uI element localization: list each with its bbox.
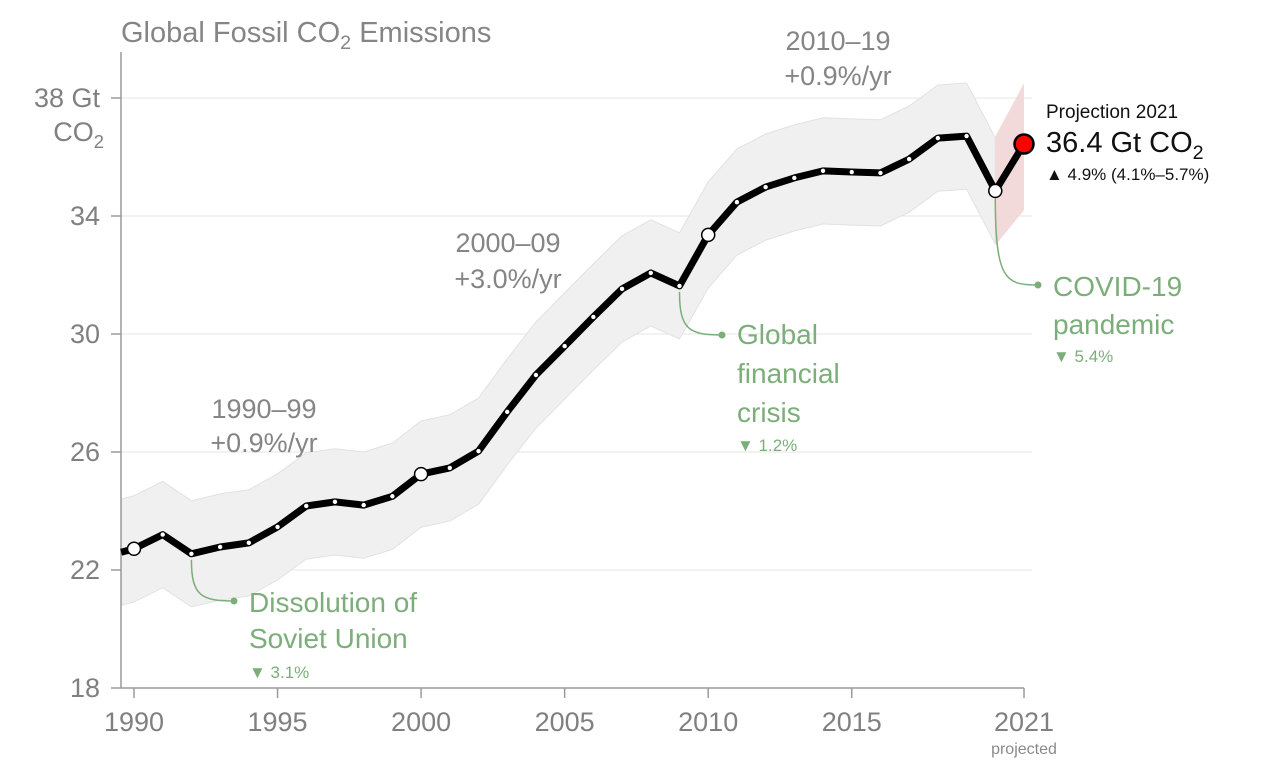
data-point-2013 bbox=[792, 175, 797, 181]
data-point-2001 bbox=[447, 465, 453, 471]
event-gfc-change: ▼ 1.2% bbox=[737, 436, 797, 455]
data-point-2014 bbox=[820, 168, 826, 174]
data-point-2017 bbox=[906, 156, 912, 162]
x-tick-label-1995: 1995 bbox=[248, 707, 308, 737]
event-soviet-line1: Dissolution of bbox=[249, 587, 417, 618]
data-point-2012 bbox=[763, 184, 768, 190]
y-tick-label-18: 18 bbox=[70, 673, 100, 703]
data-point-1995 bbox=[275, 524, 280, 530]
event-leaders bbox=[190, 196, 1042, 605]
data-point-1991 bbox=[160, 532, 165, 537]
event-leader-2 bbox=[678, 291, 723, 336]
period-1990s-rate: +0.9%/yr bbox=[210, 428, 317, 458]
event-gfc-line2: financial bbox=[737, 358, 840, 389]
event-covid-line2: pandemic bbox=[1053, 309, 1174, 340]
event-leader-1 bbox=[190, 559, 235, 602]
y-tick-label-22: 22 bbox=[70, 555, 100, 585]
x-tick-label-2010: 2010 bbox=[678, 707, 738, 737]
data-point-2015 bbox=[849, 169, 854, 175]
y-tick-label-30: 30 bbox=[70, 319, 100, 349]
data-point-2016 bbox=[878, 170, 883, 176]
historical-uncertainty-band bbox=[120, 82, 996, 608]
projection-change: ▲ 4.9% (4.1%–5.7%) bbox=[1046, 165, 1209, 184]
highlight-point-1990 bbox=[126, 541, 142, 557]
highlight-point-2010 bbox=[700, 227, 716, 243]
x-tick-label-2000: 2000 bbox=[391, 707, 451, 737]
data-point-2018 bbox=[935, 135, 941, 141]
period-2000s-label: 2000–09 bbox=[455, 228, 560, 258]
x-tick-label-1990: 1990 bbox=[104, 707, 164, 737]
uncertainty-bands bbox=[120, 82, 1024, 608]
data-point-2019 bbox=[964, 133, 969, 139]
projection-title: Projection 2021 bbox=[1046, 102, 1178, 123]
axes bbox=[120, 52, 1024, 689]
event-covid-change: ▼ 5.4% bbox=[1053, 347, 1113, 366]
x-tick-label-2005: 2005 bbox=[535, 707, 595, 737]
event-leader-dot-3 bbox=[1034, 281, 1042, 289]
period-2010s-label: 2010–19 bbox=[785, 26, 890, 56]
data-point-2005 bbox=[562, 343, 567, 349]
data-point-1993 bbox=[217, 544, 223, 550]
data-point-1996 bbox=[304, 503, 309, 509]
data-point-2002 bbox=[476, 448, 481, 454]
data-point-1994 bbox=[246, 540, 252, 546]
data-point-2009 bbox=[677, 283, 682, 289]
x-tick-label-2021: 2021 bbox=[994, 707, 1054, 737]
data-point-1992 bbox=[189, 551, 194, 556]
y-tick-label-26: 26 bbox=[70, 437, 100, 467]
data-point-2007 bbox=[619, 286, 625, 292]
x-tick-label-2015: 2015 bbox=[822, 707, 882, 737]
highlight-point-2020 bbox=[988, 183, 1003, 199]
y-tick-label-34: 34 bbox=[70, 201, 100, 231]
event-gfc-line3: crisis bbox=[737, 397, 801, 428]
period-2000s-rate: +3.0%/yr bbox=[454, 264, 561, 294]
highlight-point-2000 bbox=[413, 466, 429, 482]
data-point-2004 bbox=[533, 372, 539, 378]
period-2010s-rate: +0.9%/yr bbox=[784, 61, 891, 91]
y-axis-unit-label: CO2 bbox=[53, 117, 104, 152]
event-leader-dot-2 bbox=[718, 331, 726, 339]
data-point-1999 bbox=[390, 494, 395, 499]
data-point-1997 bbox=[332, 499, 338, 505]
event-covid-line1: COVID-19 bbox=[1053, 271, 1182, 302]
data-point-1998 bbox=[361, 502, 366, 508]
data-point-2008 bbox=[648, 270, 653, 276]
event-leader-3 bbox=[994, 196, 1039, 286]
event-soviet-change: ▼ 3.1% bbox=[249, 663, 309, 682]
y-tick-label-38: 38 Gt bbox=[34, 83, 101, 113]
event-soviet-line2: Soviet Union bbox=[249, 623, 408, 654]
projection-value: 36.4 Gt CO2 bbox=[1046, 127, 1204, 164]
chart-title: Global Fossil CO2 Emissions bbox=[121, 17, 491, 54]
period-1990s-label: 1990–99 bbox=[211, 394, 316, 424]
event-gfc-line1: Global bbox=[737, 319, 818, 350]
x-axis-ticks: 1990 1995 2000 2005 2010 2015 2021 projected bbox=[104, 688, 1057, 758]
projection-point-2021 bbox=[1013, 133, 1035, 155]
data-point-2011 bbox=[734, 199, 740, 205]
event-leader-dot-1 bbox=[230, 597, 238, 605]
data-points bbox=[126, 133, 1035, 557]
y-axis-ticks: 38 Gt CO2 34 30 26 22 18 bbox=[34, 83, 121, 703]
x-tick-sublabel-2021: projected bbox=[991, 741, 1057, 758]
data-point-2003 bbox=[505, 409, 510, 415]
data-point-2006 bbox=[591, 314, 596, 320]
